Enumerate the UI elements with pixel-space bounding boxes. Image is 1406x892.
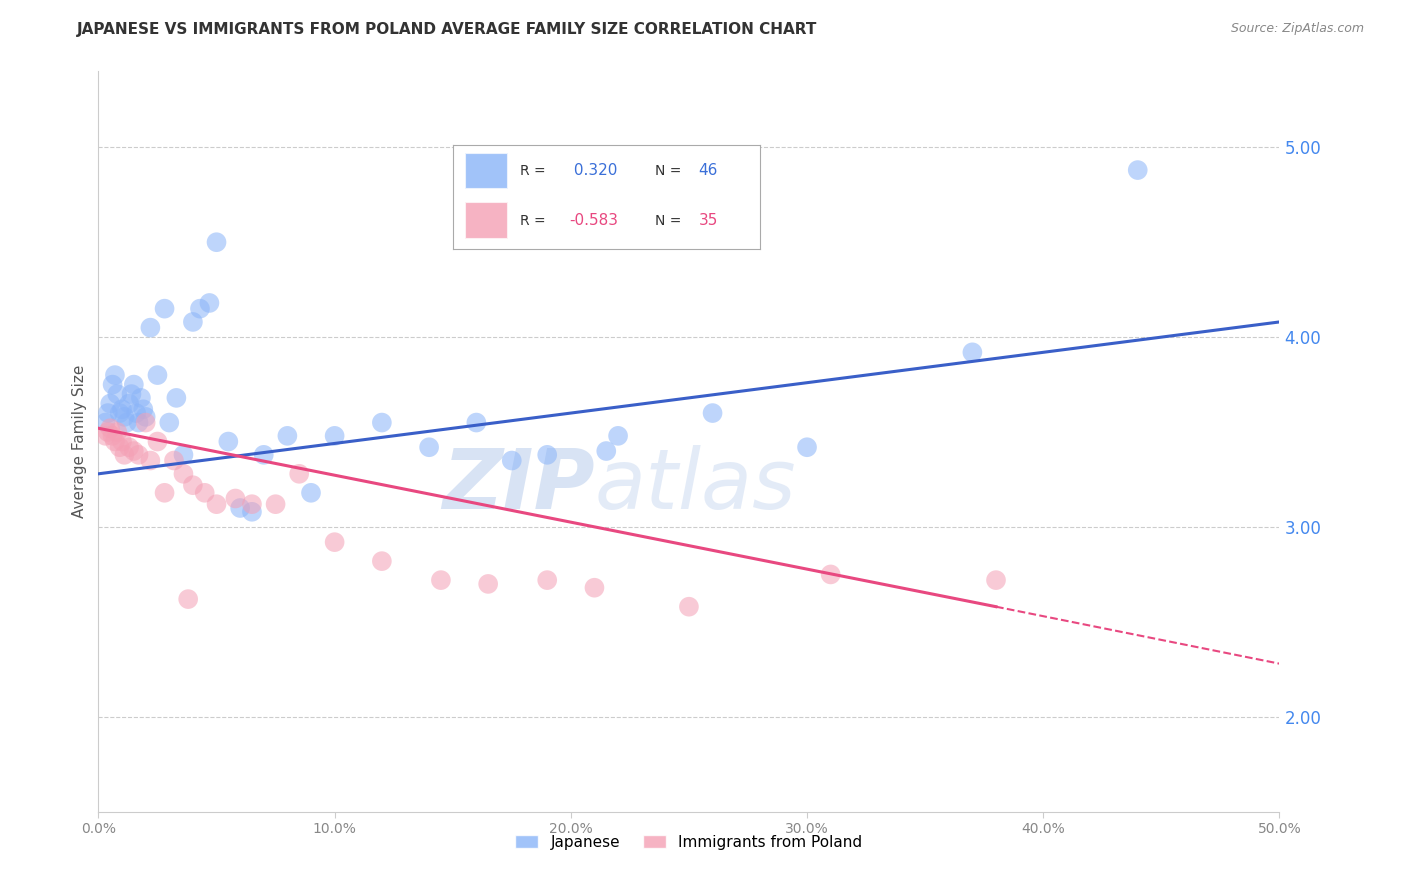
Point xyxy=(104,434,127,449)
Point xyxy=(139,453,162,467)
Point xyxy=(98,396,121,410)
Point xyxy=(122,377,145,392)
Point xyxy=(129,391,152,405)
Point xyxy=(111,434,134,449)
Point xyxy=(135,409,157,424)
Point xyxy=(157,416,180,430)
Point xyxy=(205,497,228,511)
Point xyxy=(112,409,135,424)
Point xyxy=(105,387,128,401)
Point xyxy=(299,485,322,500)
Point xyxy=(94,416,117,430)
Point xyxy=(172,467,194,481)
Point xyxy=(108,406,131,420)
Point xyxy=(108,440,131,454)
Point xyxy=(118,440,141,454)
Point xyxy=(240,505,263,519)
Y-axis label: Average Family Size: Average Family Size xyxy=(72,365,87,518)
Point xyxy=(101,429,124,443)
Point xyxy=(702,406,724,420)
Point xyxy=(111,402,134,417)
Point xyxy=(430,573,453,587)
Text: ZIP: ZIP xyxy=(441,445,595,526)
Point xyxy=(229,500,252,515)
Point xyxy=(122,444,145,458)
Point xyxy=(217,434,239,449)
Text: JAPANESE VS IMMIGRANTS FROM POLAND AVERAGE FAMILY SIZE CORRELATION CHART: JAPANESE VS IMMIGRANTS FROM POLAND AVERA… xyxy=(77,22,818,37)
Point xyxy=(796,440,818,454)
Point xyxy=(153,301,176,316)
Point xyxy=(371,554,394,568)
Point xyxy=(595,444,617,458)
Point xyxy=(98,421,121,435)
Point xyxy=(477,577,499,591)
Point xyxy=(264,497,287,511)
Point xyxy=(984,573,1007,587)
Point xyxy=(97,425,120,439)
Point xyxy=(146,368,169,383)
Point xyxy=(97,406,120,420)
Point xyxy=(165,391,187,405)
Point xyxy=(188,301,211,316)
Point xyxy=(465,416,488,430)
Point xyxy=(501,453,523,467)
Point xyxy=(607,429,630,443)
Point xyxy=(536,448,558,462)
Point xyxy=(194,485,217,500)
Point xyxy=(962,345,984,359)
Point xyxy=(181,478,204,492)
Point xyxy=(153,485,176,500)
Point xyxy=(181,315,204,329)
Point xyxy=(101,377,124,392)
Point xyxy=(146,434,169,449)
Point xyxy=(371,416,394,430)
Point xyxy=(163,453,186,467)
Point xyxy=(288,467,311,481)
Point xyxy=(128,416,150,430)
Point xyxy=(253,448,276,462)
Text: atlas: atlas xyxy=(595,445,796,526)
Point xyxy=(1126,163,1149,178)
Point xyxy=(820,567,842,582)
Legend: Japanese, Immigrants from Poland: Japanese, Immigrants from Poland xyxy=(509,829,869,856)
Point xyxy=(418,440,440,454)
Point xyxy=(678,599,700,614)
Point xyxy=(139,320,162,334)
Point xyxy=(118,396,141,410)
Point xyxy=(536,573,558,587)
Point xyxy=(240,497,263,511)
Point xyxy=(94,429,117,443)
Point xyxy=(172,448,194,462)
Point xyxy=(323,429,346,443)
Point xyxy=(205,235,228,250)
Point xyxy=(323,535,346,549)
Point xyxy=(105,425,128,439)
Point xyxy=(115,416,138,430)
Point xyxy=(125,406,148,420)
Point xyxy=(198,296,221,310)
Point xyxy=(583,581,606,595)
Point xyxy=(224,491,246,506)
Point xyxy=(112,448,135,462)
Point xyxy=(135,416,157,430)
Point xyxy=(276,429,298,443)
Point xyxy=(104,368,127,383)
Point xyxy=(121,387,143,401)
Text: Source: ZipAtlas.com: Source: ZipAtlas.com xyxy=(1230,22,1364,36)
Point xyxy=(128,448,150,462)
Point xyxy=(132,402,155,417)
Point xyxy=(177,592,200,607)
